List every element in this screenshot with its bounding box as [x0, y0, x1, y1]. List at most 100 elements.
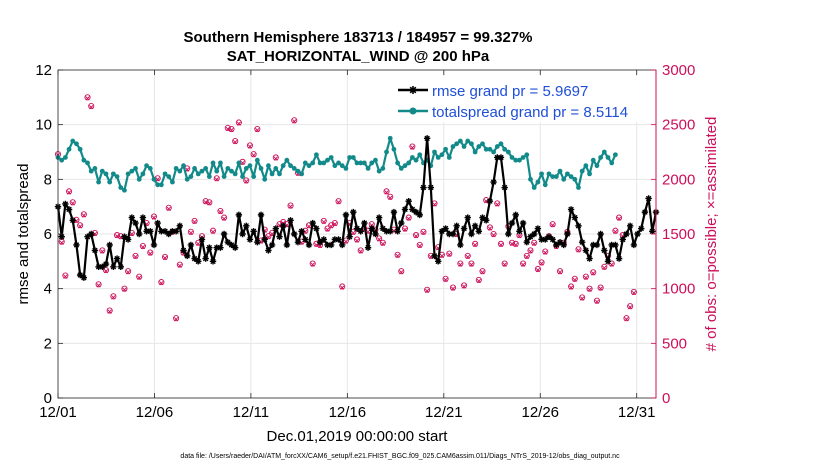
rmse-point-126 [519, 219, 527, 227]
rmse-point-41 [206, 244, 213, 251]
obs-assimilated-point-151 [613, 229, 618, 234]
obs-possible-point-23 [139, 242, 146, 250]
rmse-point-157 [634, 230, 641, 238]
spread-point-132 [542, 182, 548, 188]
obs-possible-point-2 [62, 272, 69, 279]
obs-assimilated-point-78 [343, 239, 349, 244]
rmse-point-141 [575, 222, 582, 229]
obs-assimilated-point-47 [229, 128, 234, 133]
rmse-point-70 [313, 225, 320, 232]
rmse-point-5 [73, 241, 80, 249]
obs-possible-point-150 [608, 260, 615, 267]
rmse-point-96 [409, 206, 416, 213]
y-ticks-left: 0 2 4 6 8 10 12 [35, 62, 63, 407]
rmse-point-27 [154, 219, 161, 227]
obs-assimilated-point-3 [66, 190, 72, 195]
rmse-point-94 [401, 206, 409, 213]
obs-assimilated-point-75 [332, 222, 337, 227]
spread-point-58 [269, 171, 275, 177]
spread-point-120 [498, 141, 504, 147]
obs-assimilated-point-38 [196, 241, 201, 246]
rmse-point-59 [272, 225, 279, 232]
rmse-point-139 [567, 206, 575, 213]
obs-possible-point-53 [250, 151, 257, 158]
y-tick-label-right-0: 0 [662, 390, 670, 407]
rmse-point-39 [198, 236, 206, 243]
rmse-point-114 [475, 228, 483, 235]
rmse-point-32 [172, 228, 180, 235]
spread-point-143 [583, 163, 589, 169]
obs-possible-point-9 [88, 103, 95, 110]
spread-point-148 [601, 149, 607, 155]
obs-assimilated-point-42 [210, 229, 216, 234]
spread-point-102 [432, 149, 437, 155]
rmse-point-131 [538, 236, 545, 243]
obs-assimilated-point-12 [100, 249, 105, 254]
obs-possible-point-72 [320, 217, 327, 224]
footer-data-file: data file: /Users/raeder/DAI/ATM_forcXX/… [180, 453, 620, 460]
obs-assimilated-point-87 [377, 237, 382, 242]
y-ticks-right: 0 500 1000 1500 2000 2500 3000 [651, 62, 695, 407]
spread-point-121 [502, 146, 508, 152]
obs-assimilated-point-109 [458, 262, 463, 267]
obs-possible-point-96 [409, 143, 416, 150]
spread-point-97 [413, 157, 419, 163]
rmse-point-71 [316, 239, 324, 246]
rmse-point-23 [139, 214, 147, 221]
obs-possible-point-118 [490, 230, 497, 238]
spread-point-26 [151, 176, 157, 182]
rmse-point-9 [88, 230, 95, 238]
spread-point-78 [343, 166, 349, 171]
obs-possible-point-119 [494, 200, 501, 207]
rmse-point-65 [294, 239, 302, 246]
rmse-point-147 [597, 230, 604, 238]
rmse-point-119 [494, 154, 501, 161]
obs-possible-markers [54, 94, 637, 322]
obs-assimilated-point-120 [498, 242, 504, 248]
obs-assimilated-point-82 [358, 249, 363, 254]
spread-point-64 [291, 166, 297, 171]
spread-point-93 [398, 166, 404, 171]
obs-assimilated-point-104 [439, 253, 445, 258]
x-tick-label-0: 12/01 [39, 404, 77, 421]
y-tick-label-right-3: 1500 [662, 226, 695, 243]
spread-point-126 [520, 155, 526, 160]
spread-point-136 [557, 168, 563, 174]
obs-possible-point-148 [601, 263, 608, 270]
obs-possible-point-41 [206, 199, 213, 206]
obs-possible-point-30 [165, 204, 172, 211]
spread-point-25 [147, 166, 153, 171]
obs-possible-point-16 [114, 232, 121, 239]
obs-assimilated-point-45 [221, 216, 227, 221]
obs-assimilated-point-98 [417, 243, 422, 249]
spread-point-149 [605, 155, 611, 160]
spread-point-146 [594, 163, 600, 169]
obs-assimilated-point-130 [535, 267, 540, 273]
spread-point-28 [158, 182, 164, 188]
obs-assimilated-point-97 [413, 234, 419, 239]
rmse-point-8 [84, 233, 91, 240]
obs-possible-point-139 [568, 283, 575, 290]
obs-assimilated-point-144 [587, 287, 592, 292]
obs-possible-point-141 [575, 246, 582, 253]
obs-assimilated-point-119 [495, 202, 500, 207]
spread-point-7 [81, 157, 87, 163]
rmse-point-92 [394, 228, 401, 235]
spread-point-84 [365, 166, 371, 171]
spread-point-128 [528, 176, 533, 182]
spread-point-31 [170, 179, 175, 185]
rmse-point-134 [549, 236, 556, 243]
obs-possible-point-87 [376, 235, 383, 242]
rmse-point-64 [291, 230, 298, 238]
rmse-point-100 [423, 135, 431, 142]
y-tick-label-left-6: 12 [35, 62, 52, 79]
obs-assimilated-point-26 [151, 215, 157, 220]
obs-assimilated-point-146 [594, 299, 600, 304]
spread-point-135 [553, 174, 559, 180]
x-tick-label-2: 12/11 [233, 404, 269, 421]
spread-point-18 [122, 187, 127, 193]
spread-point-60 [277, 171, 282, 177]
obs-assimilated-point-141 [576, 248, 581, 253]
obs-assimilated-point-105 [443, 277, 448, 283]
